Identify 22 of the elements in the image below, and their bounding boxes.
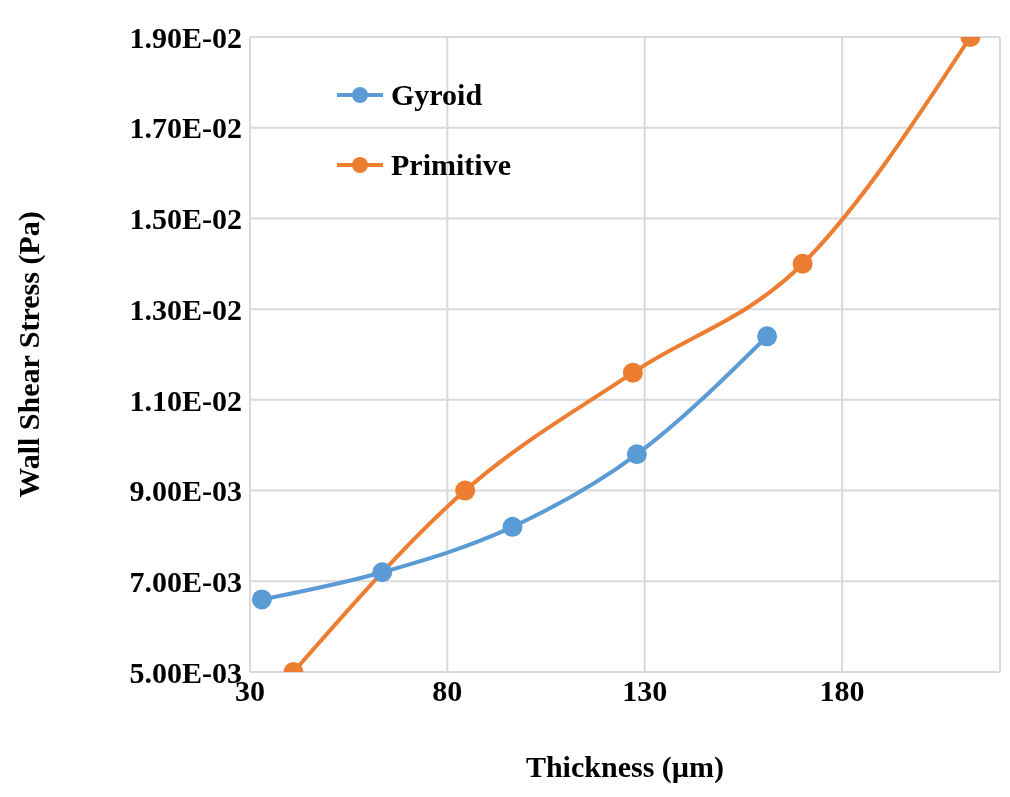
x-tick-label: 130	[622, 674, 668, 708]
y-tick-label: 1.90E-02	[129, 20, 242, 54]
point	[455, 480, 476, 501]
x-tick-label: 80	[432, 674, 463, 708]
point	[372, 562, 393, 583]
x-tick-label: 180	[819, 674, 865, 708]
legend-label: Gyroid	[391, 78, 483, 112]
point	[792, 253, 813, 274]
y-tick-label: 1.30E-02	[129, 292, 242, 326]
y-tick-label: 9.00E-03	[129, 474, 242, 508]
point	[622, 362, 643, 383]
point	[502, 516, 523, 537]
legend-label: Primitive	[391, 148, 511, 182]
y-tick-label: 1.50E-02	[129, 202, 242, 236]
y-axis-title: Wall Shear Stress (Pa)	[11, 211, 46, 498]
y-tick-label: 7.00E-03	[129, 564, 242, 598]
y-tick-label: 1.70E-02	[129, 111, 242, 145]
point	[251, 589, 272, 610]
x-axis-title: Thickness (µm)	[525, 750, 725, 784]
point	[626, 444, 647, 465]
y-tick-label: 1.10E-02	[129, 383, 242, 417]
point	[757, 326, 778, 347]
